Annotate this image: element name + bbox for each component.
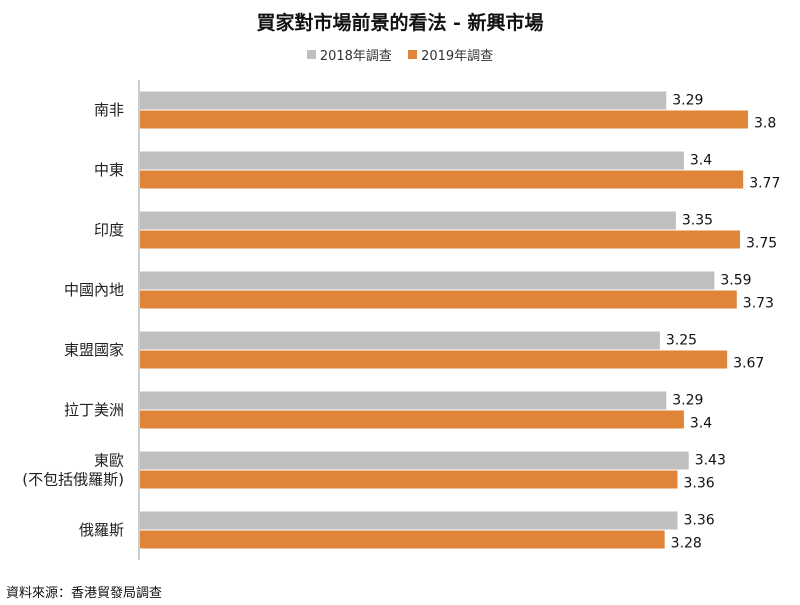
data-label: 3.29 [672, 93, 703, 109]
bar-2019 [140, 170, 744, 189]
bar-2018 [140, 391, 667, 410]
bar-2018 [140, 451, 689, 470]
bar-2019 [140, 290, 737, 309]
data-label: 3.75 [746, 236, 777, 252]
data-label: 3.29 [672, 393, 703, 409]
legend: 2018年調查 2019年調查 [0, 45, 800, 64]
legend-item-2019: 2019年調查 [408, 45, 493, 64]
category-label: 俄羅斯 [79, 521, 124, 539]
bar-2018 [140, 91, 667, 110]
legend-label-2018: 2018年調查 [319, 49, 392, 64]
bar-2019 [140, 230, 740, 249]
source-note: 資料來源：香港貿發局調查 [6, 586, 163, 601]
bar-2019 [140, 350, 728, 369]
bar-2018 [140, 271, 715, 290]
bar-2019 [140, 470, 678, 489]
category-label-line: 東歐 [94, 452, 124, 470]
data-label: 3.36 [683, 476, 714, 492]
category-label-line: 印度 [94, 221, 124, 239]
data-label: 3.35 [682, 213, 713, 229]
category-label: 中國內地 [64, 281, 124, 299]
data-label: 3.25 [666, 333, 697, 349]
category-label-line: 中國內地 [64, 281, 124, 299]
data-label: 3.4 [690, 416, 712, 432]
category-label-line: 俄羅斯 [79, 521, 124, 539]
bar-2018 [140, 211, 676, 230]
data-label: 3.43 [695, 453, 726, 469]
category-label-line: 南非 [94, 101, 124, 119]
data-label: 3.36 [683, 513, 714, 529]
category-label: 印度 [94, 221, 124, 239]
category-label: 拉丁美洲 [64, 401, 124, 419]
bar-2018 [140, 331, 660, 350]
bar-2019 [140, 530, 665, 549]
category-label: 南非 [94, 101, 124, 119]
data-label: 3.28 [671, 536, 702, 552]
data-label: 3.73 [743, 296, 774, 312]
category-label: 中東 [94, 161, 124, 179]
category-label: 東盟國家 [64, 341, 124, 359]
legend-label-2019: 2019年調查 [421, 49, 494, 64]
data-label: 3.59 [720, 273, 751, 289]
data-label: 3.4 [690, 153, 712, 169]
bar-2019 [140, 110, 748, 129]
data-label: 3.67 [733, 356, 764, 372]
category-label-line: 東盟國家 [64, 341, 124, 359]
data-label: 3.77 [749, 176, 780, 192]
bar-2019 [140, 410, 684, 429]
category-label-line: 中東 [94, 161, 124, 179]
bar-2018 [140, 151, 684, 170]
data-label: 3.8 [754, 116, 776, 132]
bar-2018 [140, 511, 678, 530]
legend-item-2018: 2018年調查 [306, 45, 392, 64]
category-label-line: (不包括俄羅斯) [22, 471, 124, 489]
category-label: 東歐(不包括俄羅斯) [22, 452, 124, 489]
category-label-line: 拉丁美洲 [64, 401, 124, 419]
chart-title: 買家對市場前景的看法 - 新興市場 [256, 12, 544, 34]
legend-swatch-2018 [306, 50, 316, 59]
legend-swatch-2019 [408, 50, 418, 59]
